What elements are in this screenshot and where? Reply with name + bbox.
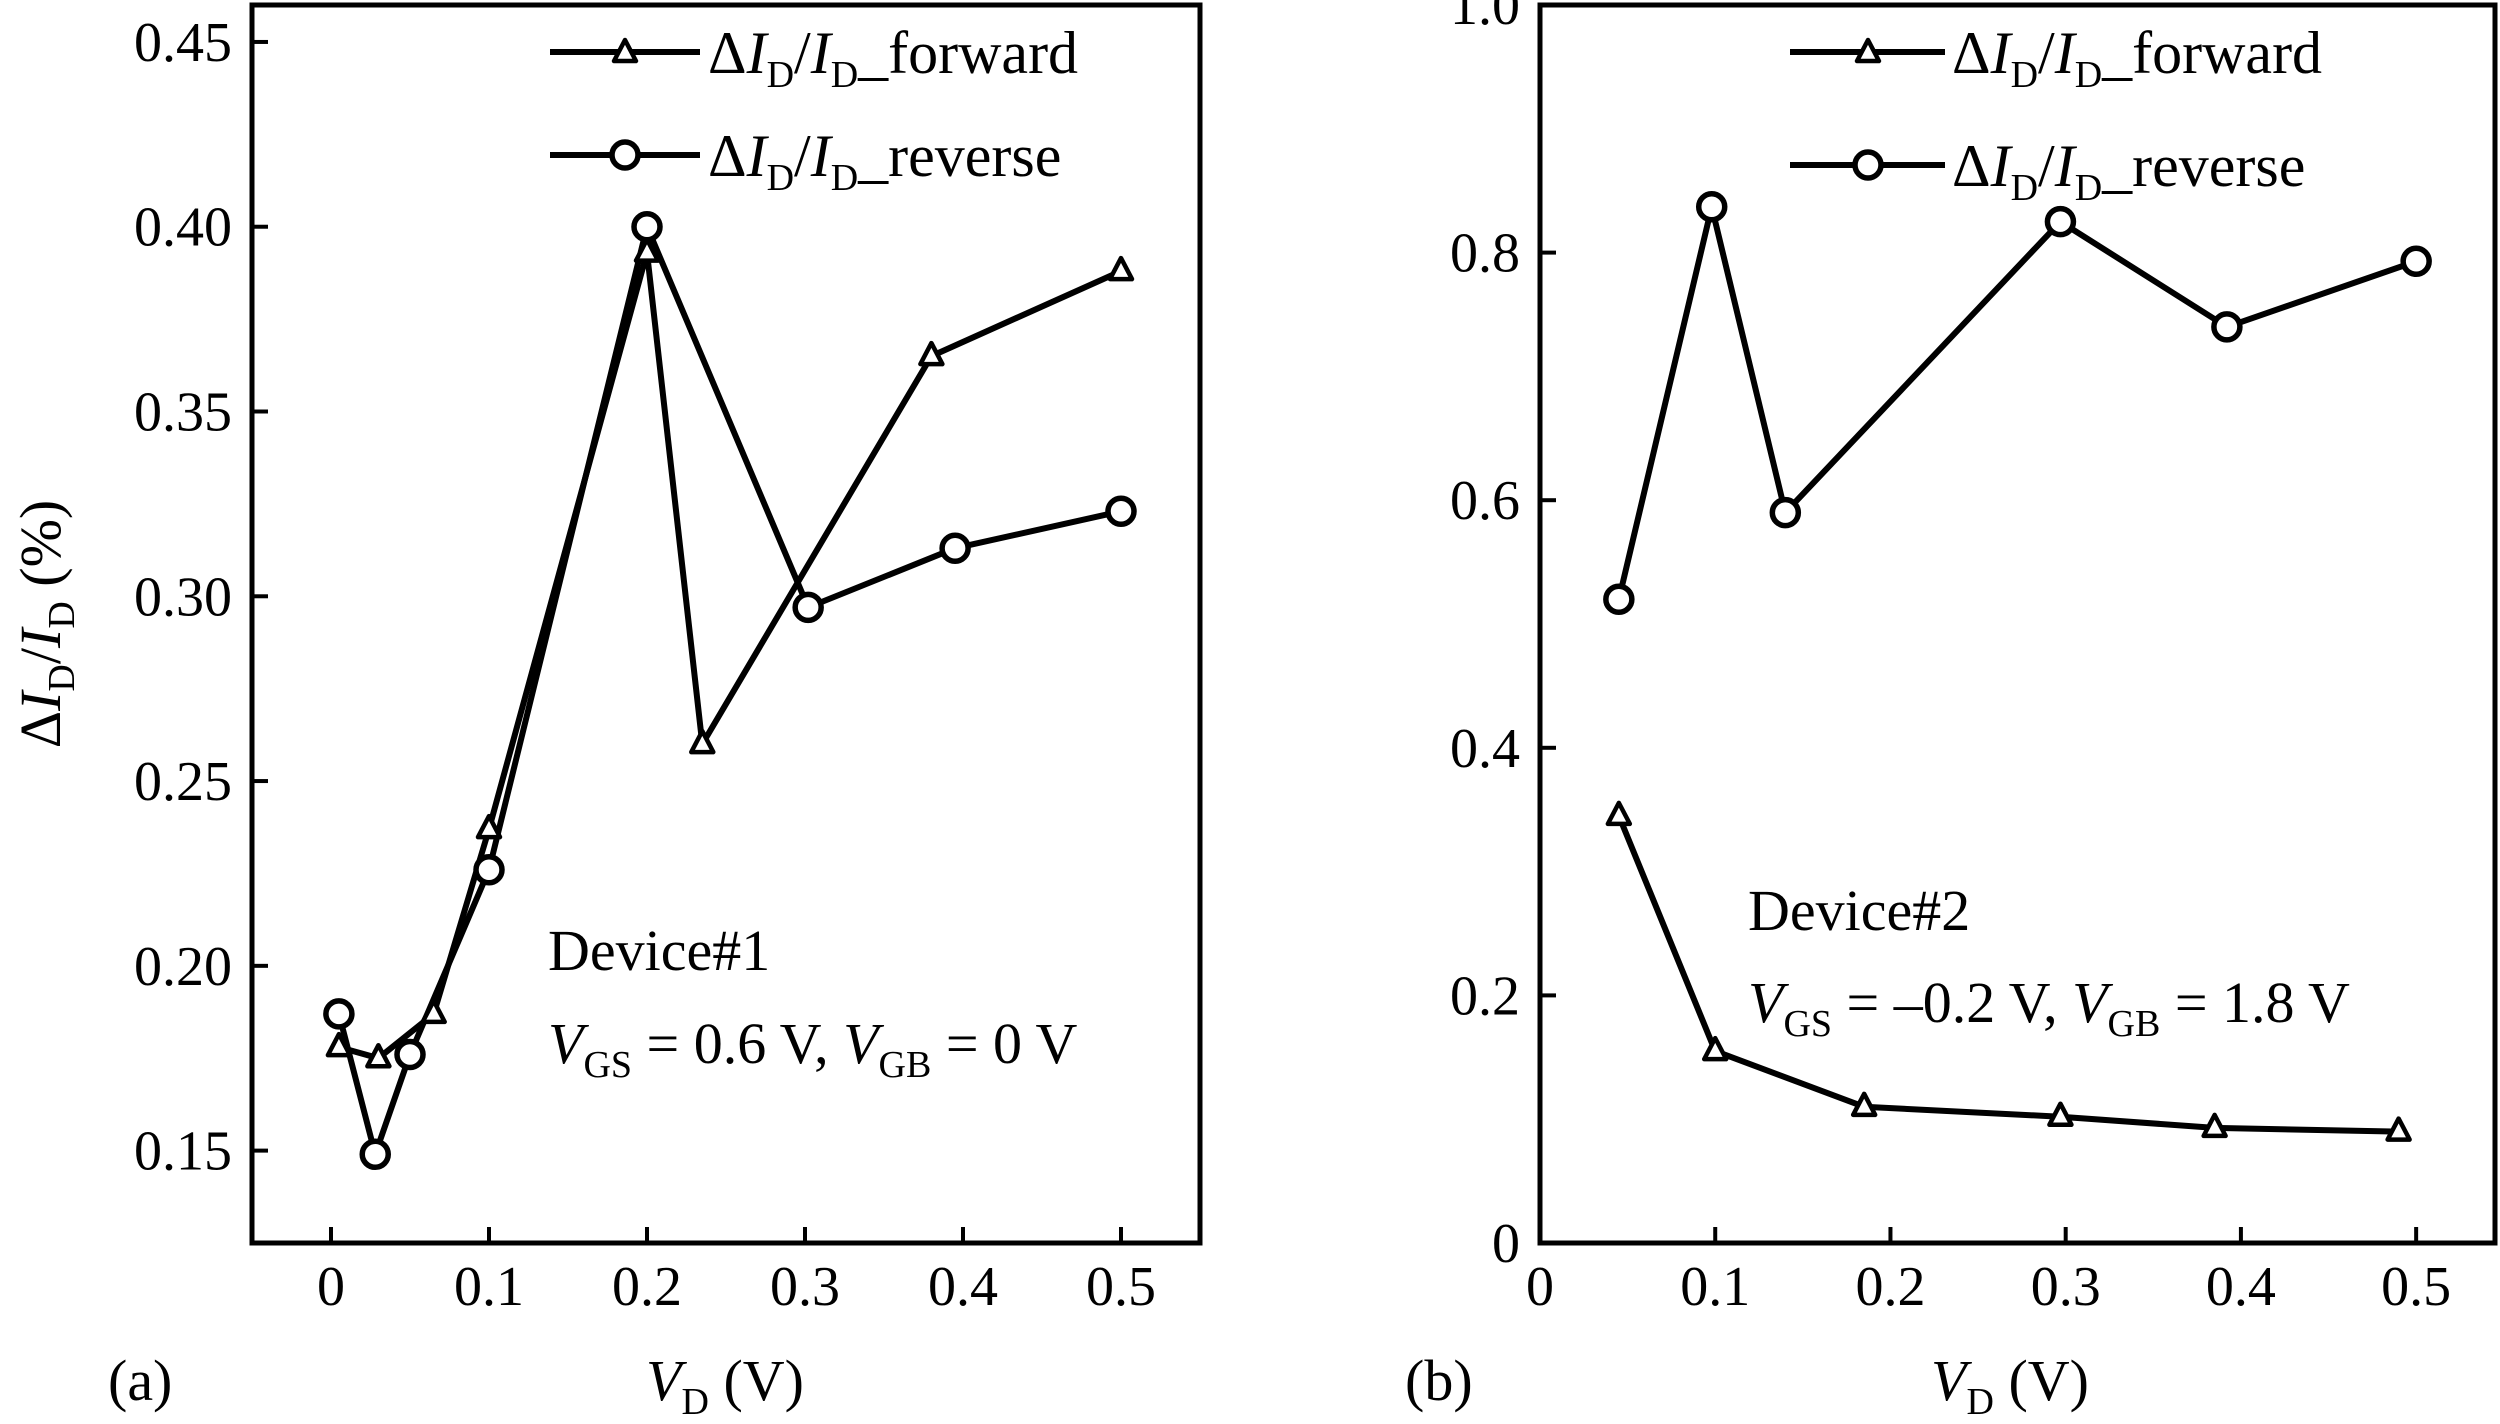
panel-b-legend-reverse-label: ΔID/ID_reverse [1952, 133, 2305, 209]
panel-b-ytick-label: 1.0 [1450, 0, 1520, 37]
panel-a-ytick-label: 0.40 [134, 197, 232, 259]
panel-b-series-reverse-point [1769, 496, 1802, 529]
panel-b-legend-forward-marker [1854, 37, 1882, 64]
panel-b-series-reverse-point [2211, 311, 2243, 343]
panel-b-ytick-label: 0.4 [1450, 718, 1520, 780]
panel-b-series-forward-point [2385, 1116, 2412, 1142]
panel-a-ytick-label: 0.15 [134, 1121, 232, 1183]
panel-a-ytick-label: 0.35 [134, 382, 232, 444]
panel-b-series [1603, 191, 2432, 1142]
panel-b-yticks: 0 0.2 0.4 0.6 0.8 1.0 [1450, 0, 1556, 1275]
panel-b-ytick-label: 0 [1492, 1213, 1520, 1275]
panel-b-device-label: Device#2 [1748, 878, 1970, 943]
panel-b-series-forward-point [2047, 1101, 2074, 1127]
panel-b-ytick-label: 0.2 [1450, 965, 1520, 1027]
panel-a-series-forward-point [325, 1031, 353, 1058]
panel-b-series-reverse-line [1615, 203, 2418, 600]
panel-a-series-forward-point [1107, 255, 1135, 282]
panel-b-xtick-label: 0 [1526, 1256, 1554, 1318]
panel-a-series-reverse-point [473, 854, 505, 886]
panel-a-series-forward-point [475, 813, 503, 840]
panel-b-series-forward-point [1605, 800, 1633, 827]
panel-b-series-reverse-point [1603, 583, 1635, 615]
panel-b-legend-forward-label: ΔID/ID_forward [1952, 20, 2322, 96]
panel-a-xtick-label: 0.5 [1086, 1256, 1156, 1318]
panel-b-legend-reverse-marker [1852, 149, 1884, 181]
panel-a-series-reverse-point [323, 998, 355, 1030]
panel-a-ytick-label: 0.30 [134, 566, 232, 628]
panel-a-yticks: 0.15 0.20 0.25 0.30 0.35 0.40 0.45 [134, 12, 268, 1183]
panel-a-plot-frame [249, 2, 1203, 1246]
panel-a-xtick-label: 0 [317, 1256, 345, 1318]
panel-a-series-forward-point [420, 998, 447, 1025]
panel-b: 0 0.1 0.2 0.3 0.4 0.5 0 0.2 0.4 0.6 0.8 1.0 ΔID/ID… [1405, 0, 2498, 1423]
panel-a-series-forward-point [365, 1042, 392, 1069]
panel-b-plot-frame [1537, 2, 2498, 1246]
panel-b-bias-label: VGS = –0.2 V, VGB = 1.8 V [1748, 970, 2350, 1045]
panel-a-series-reverse-point [359, 1138, 391, 1171]
panel-b-ytick-label: 0.8 [1450, 223, 1520, 285]
panel-a-series-reverse-line [335, 223, 1122, 1158]
panel-b-xtick-label: 0.4 [2206, 1256, 2276, 1318]
panel-b-series-forward-point [1701, 1035, 1729, 1062]
panel-a-axes [249, 2, 1203, 1246]
panel-a-series-forward-point [689, 728, 716, 755]
panel-a-legend-reverse-label: ΔID/ID_reverse [708, 123, 1061, 199]
panel-a-legend-forward-marker [611, 37, 639, 64]
panel-a-xtick-label: 0.4 [928, 1256, 998, 1318]
panel-a-legend-forward-label: ΔID/ID_forward [708, 20, 1078, 96]
panel-b-xticks: 0 0.1 0.2 0.3 0.4 0.5 [1526, 1227, 2451, 1318]
panel-b-series-forward-point [2201, 1112, 2228, 1139]
panel-a-legend: ΔID/ID_forward ΔID/ID_reverse [550, 20, 1078, 199]
panel-b-ytick-label: 0.6 [1450, 470, 1520, 532]
panel-a-xtick-label: 0.1 [454, 1256, 524, 1318]
panel-b-xtick-label: 0.5 [2381, 1256, 2451, 1318]
panel-b-series-reverse-point [2044, 205, 2077, 238]
panel-b-xtick-label: 0.1 [1680, 1256, 1750, 1318]
panel-b-x-axis-label: VD (V) [1931, 1348, 2089, 1423]
panel-a-series [323, 210, 1137, 1171]
panel-a-series-forward-point [633, 237, 661, 263]
panel-b-xtick-label: 0.3 [2031, 1256, 2101, 1318]
panel-a-series-reverse-point [1105, 495, 1137, 528]
panel-b-label: (b) [1405, 1348, 1473, 1413]
panel-a: 0 0.1 0.2 0.3 0.4 0.5 0.15 0.20 0.25 0.30 0.35 0.4… [8, 2, 1203, 1423]
panel-b-series-reverse-point [2400, 245, 2432, 278]
panel-a-ytick-label: 0.25 [134, 751, 232, 813]
panel-a-series-reverse-point [792, 591, 824, 624]
panel-a-series-reverse-point [939, 532, 971, 564]
panel-a-ytick-label: 0.45 [134, 12, 232, 74]
panel-a-ytick-label: 0.20 [134, 936, 232, 998]
panel-b-xtick-label: 0.2 [1855, 1256, 1925, 1318]
panel-a-label: (a) [108, 1348, 172, 1413]
panel-a-series-forward-point [918, 340, 945, 367]
panel-a-series-reverse-point [631, 210, 663, 243]
panel-b-legend: ΔID/ID_forward ΔID/ID_reverse [1790, 20, 2322, 209]
panel-a-xtick-label: 0.2 [612, 1256, 682, 1318]
panel-a-series-reverse-point [394, 1038, 426, 1071]
panel-b-series-reverse-point [1695, 191, 1728, 223]
panel-a-x-axis-label: VD (V) [646, 1348, 804, 1423]
panel-a-xtick-label: 0.3 [770, 1256, 840, 1318]
panel-a-legend-reverse-marker [609, 139, 641, 171]
panel-a-device-label: Device#1 [548, 918, 770, 983]
panel-b-series-forward-line [1616, 814, 2399, 1135]
panel-b-axes [1537, 2, 2498, 1246]
panel-b-series-forward-point [1850, 1091, 1878, 1118]
panel-a-y-axis-label: ΔID/ID (%) [8, 500, 83, 748]
panel-a-xticks: 0 0.1 0.2 0.3 0.4 0.5 [317, 1227, 1156, 1318]
panel-a-bias-label: VGS = 0.6 V, VGB = 0 V [548, 1011, 1077, 1086]
